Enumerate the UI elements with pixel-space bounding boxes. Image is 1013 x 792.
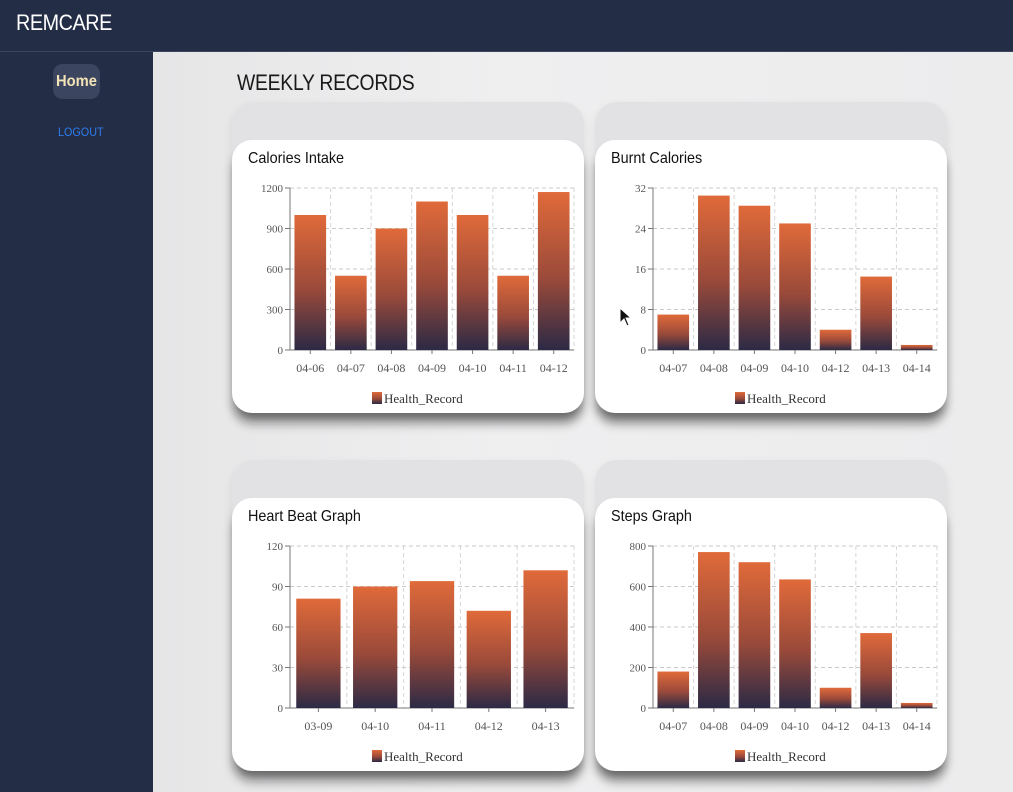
y-tick-label: 60 xyxy=(272,622,284,634)
bar[interactable] xyxy=(523,570,568,708)
y-tick-label: 24 xyxy=(635,224,647,236)
x-tick-label: 03-09 xyxy=(304,719,332,733)
bar[interactable] xyxy=(353,586,398,709)
x-tick-label: 04-07 xyxy=(659,719,687,733)
chart-card-calories-intake: Calories Intake 0 300 600 900 1200 04-06 04-07… xyxy=(232,140,584,413)
x-tick-label: 04-09 xyxy=(740,719,768,733)
x-tick-label: 04-13 xyxy=(532,719,560,733)
x-tick-label: 04-13 xyxy=(862,361,890,375)
x-tick-label: 04-08 xyxy=(377,361,405,375)
bar[interactable] xyxy=(657,314,690,350)
top-navbar: REMCARE xyxy=(0,0,1013,52)
x-tick-label: 04-12 xyxy=(540,361,568,375)
chart-title: Burnt Calories xyxy=(611,150,703,167)
y-tick-label: 0 xyxy=(278,345,284,357)
bar[interactable] xyxy=(860,633,892,708)
bar[interactable] xyxy=(296,598,341,708)
y-tick-label: 0 xyxy=(641,345,647,357)
x-tick-label: 04-07 xyxy=(337,361,365,375)
bar[interactable] xyxy=(738,205,771,350)
x-tick-label: 04-10 xyxy=(781,719,809,733)
x-tick-label: 04-09 xyxy=(740,361,768,375)
chart-title: Steps Graph xyxy=(611,508,692,525)
app-brand[interactable]: REMCARE xyxy=(16,10,112,35)
y-tick-label: 90 xyxy=(272,582,284,594)
bar[interactable] xyxy=(335,275,367,350)
y-tick-label: 600 xyxy=(630,582,647,594)
heart-beat-chart: 0 30 60 90 120 03-09 04-10 04-11 04-12 04-13 Healt… xyxy=(267,541,575,764)
bar[interactable] xyxy=(819,329,852,350)
x-tick-label: 04-12 xyxy=(822,361,850,375)
bar[interactable] xyxy=(900,702,933,708)
bar[interactable] xyxy=(738,562,771,708)
legend-label[interactable]: Health_Record xyxy=(747,391,826,406)
y-tick-label: 8 xyxy=(641,305,647,317)
y-tick-label: 0 xyxy=(278,703,284,715)
x-tick-label: 04-07 xyxy=(659,361,687,375)
y-tick-label: 600 xyxy=(267,264,284,276)
mouse-cursor-icon xyxy=(619,307,633,327)
chart-title: Heart Beat Graph xyxy=(248,508,361,525)
y-tick-label: 0 xyxy=(641,703,647,715)
y-tick-label: 30 xyxy=(272,663,284,675)
bar[interactable] xyxy=(657,671,690,708)
y-tick-label: 800 xyxy=(630,541,647,553)
x-tick-label: 04-14 xyxy=(903,719,931,733)
x-tick-label: 04-13 xyxy=(862,719,890,733)
legend-label[interactable]: Health_Record xyxy=(747,749,826,764)
bar[interactable] xyxy=(698,195,730,350)
y-tick-label: 200 xyxy=(630,663,647,675)
legend-swatch xyxy=(372,750,382,762)
chart-card-burnt-calories: Burnt Calories 0 8 16 24 32 04-07 04-08 04-09 04… xyxy=(595,140,947,413)
chart-title: Calories Intake xyxy=(248,150,345,167)
bar[interactable] xyxy=(456,215,489,350)
sidebar: Home LOGOUT xyxy=(0,52,153,792)
x-tick-label: 04-12 xyxy=(822,719,850,733)
x-tick-label: 04-11 xyxy=(418,719,446,733)
x-tick-label: 04-10 xyxy=(361,719,389,733)
bar[interactable] xyxy=(779,223,811,350)
y-tick-label: 900 xyxy=(267,224,284,236)
bar[interactable] xyxy=(416,201,448,351)
bar[interactable] xyxy=(537,192,570,350)
steps-chart: 0 200 400 600 800 04-07 04-08 04-09 04-10 04-12 04… xyxy=(630,541,938,764)
bar[interactable] xyxy=(860,276,892,350)
logout-link[interactable]: LOGOUT xyxy=(58,125,104,139)
home-button[interactable]: Home xyxy=(53,64,100,99)
x-tick-label: 04-09 xyxy=(418,361,446,375)
bar[interactable] xyxy=(779,579,811,708)
y-tick-label: 120 xyxy=(267,541,284,553)
y-tick-label: 16 xyxy=(635,264,647,276)
bar[interactable] xyxy=(466,610,511,708)
x-tick-label: 04-08 xyxy=(700,719,728,733)
x-tick-label: 04-11 xyxy=(499,361,527,375)
burnt-calories-chart: 0 8 16 24 32 04-07 04-08 04-09 04-10 04-12 04-13 04… xyxy=(635,183,938,406)
legend-swatch xyxy=(372,392,382,404)
legend-label[interactable]: Health_Record xyxy=(384,391,463,406)
chart-card-heart-beat: Heart Beat Graph 0 30 60 90 120 03-09 04-10 04-… xyxy=(232,498,584,771)
x-tick-label: 04-10 xyxy=(459,361,487,375)
legend-swatch xyxy=(735,750,745,762)
y-tick-label: 1200 xyxy=(261,183,284,195)
x-tick-label: 04-10 xyxy=(781,361,809,375)
bar[interactable] xyxy=(819,687,852,708)
calories-intake-chart: 0 300 600 900 1200 04-06 04-07 04-08 04-09 04-10 0… xyxy=(261,183,575,406)
y-tick-label: 32 xyxy=(635,183,646,195)
x-tick-label: 04-06 xyxy=(296,361,324,375)
x-tick-label: 04-14 xyxy=(903,361,931,375)
x-tick-label: 04-08 xyxy=(700,361,728,375)
bar[interactable] xyxy=(294,215,327,350)
bar[interactable] xyxy=(900,344,933,350)
legend-swatch xyxy=(735,392,745,404)
y-tick-label: 300 xyxy=(267,305,284,317)
x-tick-label: 04-12 xyxy=(475,719,503,733)
bar[interactable] xyxy=(409,581,455,708)
legend-label[interactable]: Health_Record xyxy=(384,749,463,764)
bar[interactable] xyxy=(698,552,730,708)
chart-card-steps: Steps Graph 0 200 400 600 800 04-07 04-08 04-09… xyxy=(595,498,947,771)
page-title: WEEKLY RECORDS xyxy=(237,70,415,95)
bar[interactable] xyxy=(375,228,408,351)
bar[interactable] xyxy=(497,275,529,350)
y-tick-label: 400 xyxy=(630,622,647,634)
